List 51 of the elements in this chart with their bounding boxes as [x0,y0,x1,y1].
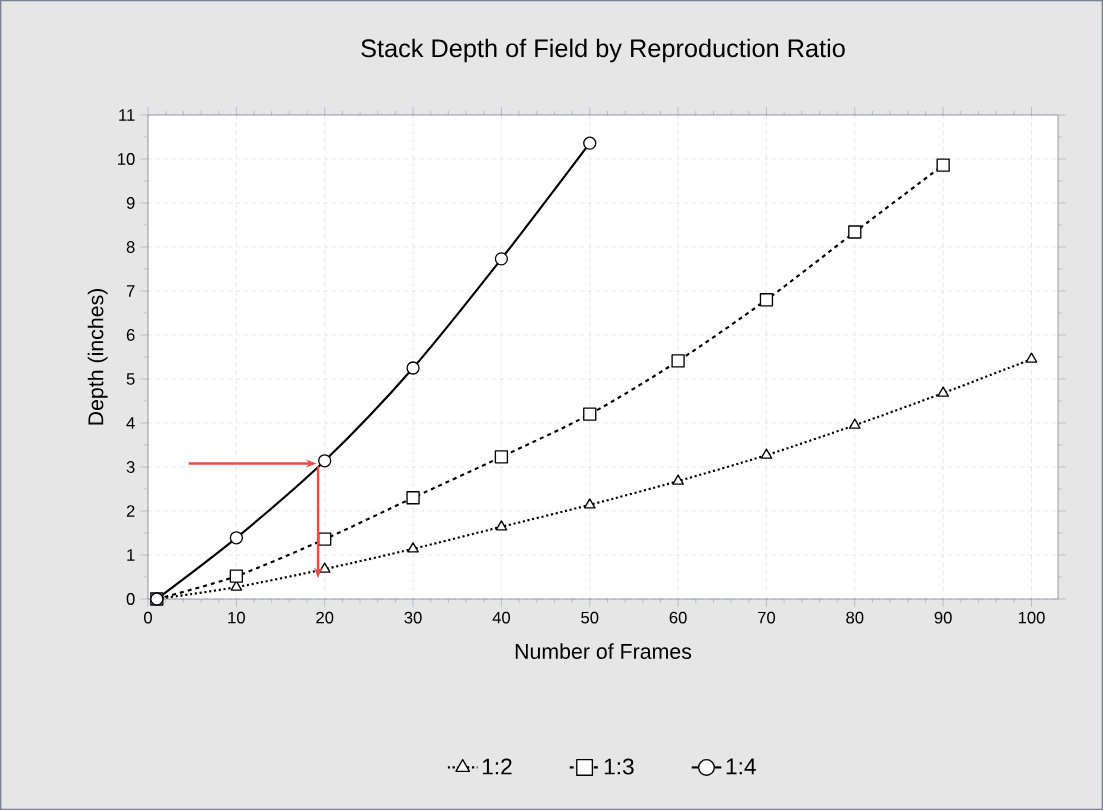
x-axis-title: Number of Frames [515,643,692,659]
point [936,158,950,172]
x-tick-label: 20 [316,611,334,624]
y-tick-label: 6 [126,329,135,341]
point [848,418,861,429]
y-tick-label: 8 [126,241,135,253]
point [229,531,244,545]
point [1025,352,1038,363]
point [406,361,420,375]
point [406,491,420,505]
y-tick-label: 5 [126,373,135,385]
point [672,474,684,485]
y-tick-label: 3 [126,461,135,473]
y-tick-label: 10 [118,153,135,165]
point [937,386,950,397]
y-tick-label: 0 [126,593,135,605]
y-tick-label: 9 [126,197,135,209]
point [848,225,862,239]
x-tick-label: 40 [492,611,511,624]
y-tick-label: 2 [126,505,135,517]
y-axis-title: Depth (inches) [87,289,108,425]
y-tick-label: 4 [126,417,135,429]
point [229,569,244,583]
x-tick-label: 0 [144,611,152,624]
point [494,252,509,266]
point [671,354,685,368]
point [583,407,597,421]
y-tick-label: 1 [127,549,135,561]
point [318,532,332,546]
point [407,542,419,553]
y-tick-label: 7 [126,285,135,297]
point [494,450,509,464]
point [759,293,774,307]
x-tick-label: 50 [581,611,599,624]
chart-title: Stack Depth of Field by Reproduction Ratio [361,38,845,63]
x-tick-label: 70 [758,611,776,624]
x-tick-label: 90 [934,611,952,624]
point [760,448,773,459]
point [495,520,508,531]
y-tick-label: 11 [119,109,135,121]
point [583,498,596,509]
x-tick-label: 60 [669,611,687,624]
x-tick-label: 10 [228,611,245,624]
x-tick-label: 100 [1018,611,1045,624]
legend-label: 1:4 [726,758,756,775]
point [318,454,332,468]
point [583,136,597,150]
legend-label: 1:3 [604,758,634,775]
x-tick-label: 80 [846,611,864,624]
x-tick-label: 30 [404,611,422,624]
legend-label: 1:2 [482,758,512,775]
